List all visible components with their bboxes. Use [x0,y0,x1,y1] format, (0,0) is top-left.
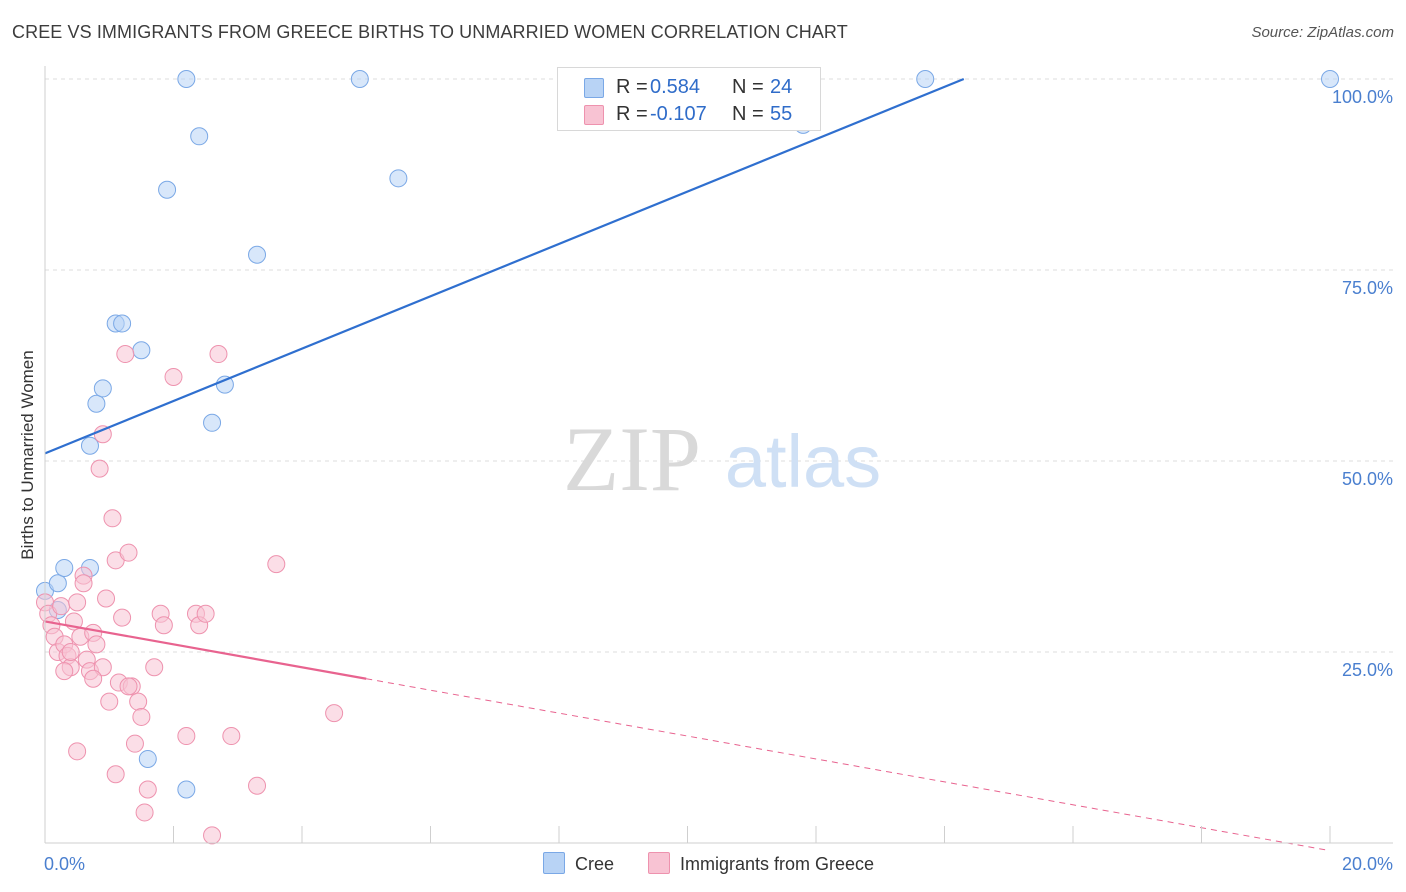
point-cree [177,70,196,88]
bottom-legend-swatch-cree [543,852,565,874]
legend-n-label: N = [732,103,764,125]
legend-r-value-cree: 0.584 [650,76,701,98]
point-greece [84,669,103,688]
point-cree [350,70,369,88]
legend: R = 0.584 N = 24 R = -0.107 N = 55 [557,67,821,131]
point-cree [138,749,157,768]
legend-swatch-cree [584,78,604,98]
points-layer [36,70,1339,845]
x-tick-label-min: 0.0% [44,854,85,874]
y-tick-label: 75.0% [1342,278,1393,298]
point-greece [68,593,87,612]
point-cree [158,180,177,199]
point-greece [164,367,183,386]
point-greece [87,635,106,654]
point-cree [93,379,112,398]
point-cree [916,70,935,88]
point-cree [190,127,209,146]
point-cree [132,341,151,360]
point-greece [132,707,151,726]
point-greece [196,604,215,623]
legend-n-label: N = [732,76,764,98]
point-cree [248,245,267,264]
watermark-atlas: atlas [725,420,881,503]
point-cree [113,314,132,333]
point-greece [74,574,93,593]
point-greece [325,704,344,723]
point-greece [119,543,138,562]
y-tick-label: 100.0% [1332,87,1393,107]
point-cree [87,394,106,413]
chart-title: CREE VS IMMIGRANTS FROM GREECE BIRTHS TO… [12,22,848,42]
point-greece [52,597,71,616]
bottom-legend-label-greece: Immigrants from Greece [680,854,875,874]
x-tick-label-max: 20.0% [1342,854,1393,874]
legend-n-value-greece: 55 [770,103,793,125]
point-greece [97,589,116,608]
point-greece [125,734,144,753]
point-greece [145,658,164,677]
point-greece [154,616,173,635]
point-greece [100,692,119,711]
point-greece [135,803,154,822]
grid-lines: 25.0% 50.0% 75.0% 100.0% [45,78,1393,680]
point-cree [1321,70,1339,88]
point-greece [93,658,112,677]
legend-swatch-greece [584,105,604,125]
legend-r-value-greece: -0.107 [650,103,707,125]
bottom-legend-greece: Immigrants from Greece [648,852,874,875]
point-greece [55,662,74,681]
watermark: ZIP atlas [563,408,881,510]
point-cree [48,574,67,593]
point-greece [129,692,148,711]
legend-row-greece: R = -0.107 N = 55 [558,101,820,129]
point-greece [90,459,109,478]
point-greece [248,776,267,795]
point-greece [138,780,157,799]
trend-lines [44,77,1331,852]
legend-row-cree: R = 0.584 N = 24 [558,74,820,102]
point-greece [68,742,87,761]
source-label: Source: ZipAtlas.com [1251,24,1394,41]
point-greece [203,826,222,845]
y-tick-label: 50.0% [1342,469,1393,489]
point-cree [203,413,222,432]
legend-r-label: R = [616,76,648,98]
bottom-legend-swatch-greece [648,852,670,874]
trend-line-greece [44,620,367,680]
point-greece [222,727,241,746]
point-greece [119,677,138,696]
point-cree [389,169,408,188]
bottom-legend-label-cree: Cree [575,854,615,874]
axes: 0.0% 20.0% [44,66,1393,874]
trend-line-cree [44,77,965,455]
point-greece [106,765,125,784]
point-greece [116,345,135,364]
point-greece [209,345,228,364]
point-greece [177,727,196,746]
point-cree [55,558,74,577]
legend-r-label: R = [616,103,648,125]
point-cree [177,780,196,799]
y-axis-label: Births to Unmarried Women [18,350,37,559]
y-tick-label: 25.0% [1342,660,1393,680]
bottom-legend-cree: Cree [543,852,614,875]
watermark-zip: ZIP [563,408,701,510]
point-greece [61,643,80,661]
trend-extension-greece [366,678,1331,852]
point-cree [80,436,99,455]
legend-n-value-cree: 24 [770,76,793,98]
point-greece [113,608,132,627]
point-greece [103,509,122,528]
point-greece [267,555,286,574]
